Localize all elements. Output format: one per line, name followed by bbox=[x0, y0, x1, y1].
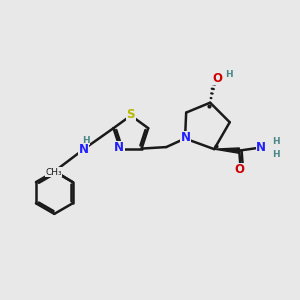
Text: N: N bbox=[114, 142, 124, 154]
Text: H: H bbox=[82, 136, 90, 145]
Text: N: N bbox=[256, 141, 266, 154]
Text: H: H bbox=[272, 137, 280, 146]
Polygon shape bbox=[214, 148, 239, 153]
Text: O: O bbox=[212, 72, 222, 85]
Text: O: O bbox=[234, 163, 244, 176]
Text: N: N bbox=[181, 131, 190, 144]
Text: CH₃: CH₃ bbox=[46, 168, 62, 177]
Text: H: H bbox=[226, 70, 233, 79]
Text: S: S bbox=[127, 109, 135, 122]
Text: H: H bbox=[272, 150, 280, 159]
Text: N: N bbox=[79, 143, 88, 157]
